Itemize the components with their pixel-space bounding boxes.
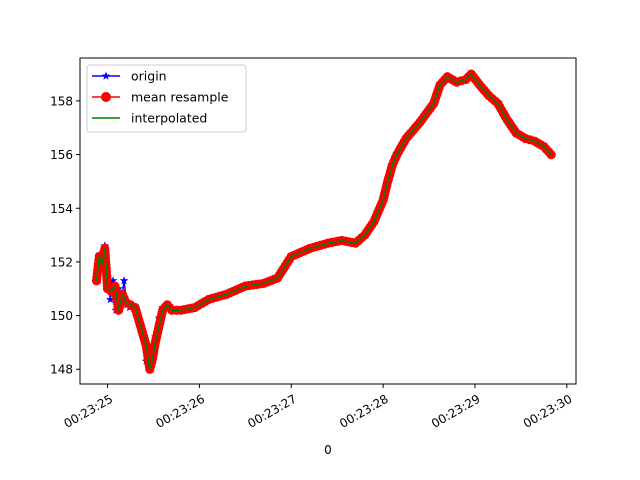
x-axis-label: 0 [324,443,332,457]
data-point-origin [108,276,118,285]
series-layer [91,69,556,374]
legend-star-marker [101,71,111,80]
legend-label-mean-resample: mean resample [131,90,229,105]
y-tick-label: 152 [50,255,73,269]
series-interpolated [95,73,552,370]
y-tick-label: 148 [50,363,73,377]
y-tick-label: 158 [50,94,73,108]
y-tick-label: 154 [50,202,73,216]
legend: origin mean resample interpolated [86,64,247,133]
y-axis: 148 150 152 154 156 158 [50,94,80,377]
x-axis: 00:23:25 00:23:26 00:23:27 00:23:28 00:23:29… [62,384,575,431]
data-point-origin [119,276,129,285]
legend-label-origin: origin [131,69,167,84]
x-tick-label: 00:23:27 [245,392,299,431]
plot-frame [79,57,577,385]
series-line-interpolated [95,73,552,370]
legend-entry-interpolated: interpolated [92,111,207,126]
legend-frame [86,64,247,133]
legend-entry-origin: origin [92,69,167,84]
x-tick-label: 00:23:26 [153,392,207,431]
legend-label-interpolated: interpolated [131,111,207,126]
y-tick-label: 156 [50,148,73,162]
x-tick-label: 00:23:29 [429,392,483,431]
data-point-origin [106,294,115,304]
x-tick-label: 00:23:25 [62,392,116,431]
legend-circle-marker [101,92,111,102]
legend-entry-mean-resample: mean resample [92,90,229,105]
y-tick-label: 150 [50,309,73,323]
x-tick-label: 00:23:28 [337,392,391,431]
x-tick-label: 00:23:30 [521,392,575,431]
